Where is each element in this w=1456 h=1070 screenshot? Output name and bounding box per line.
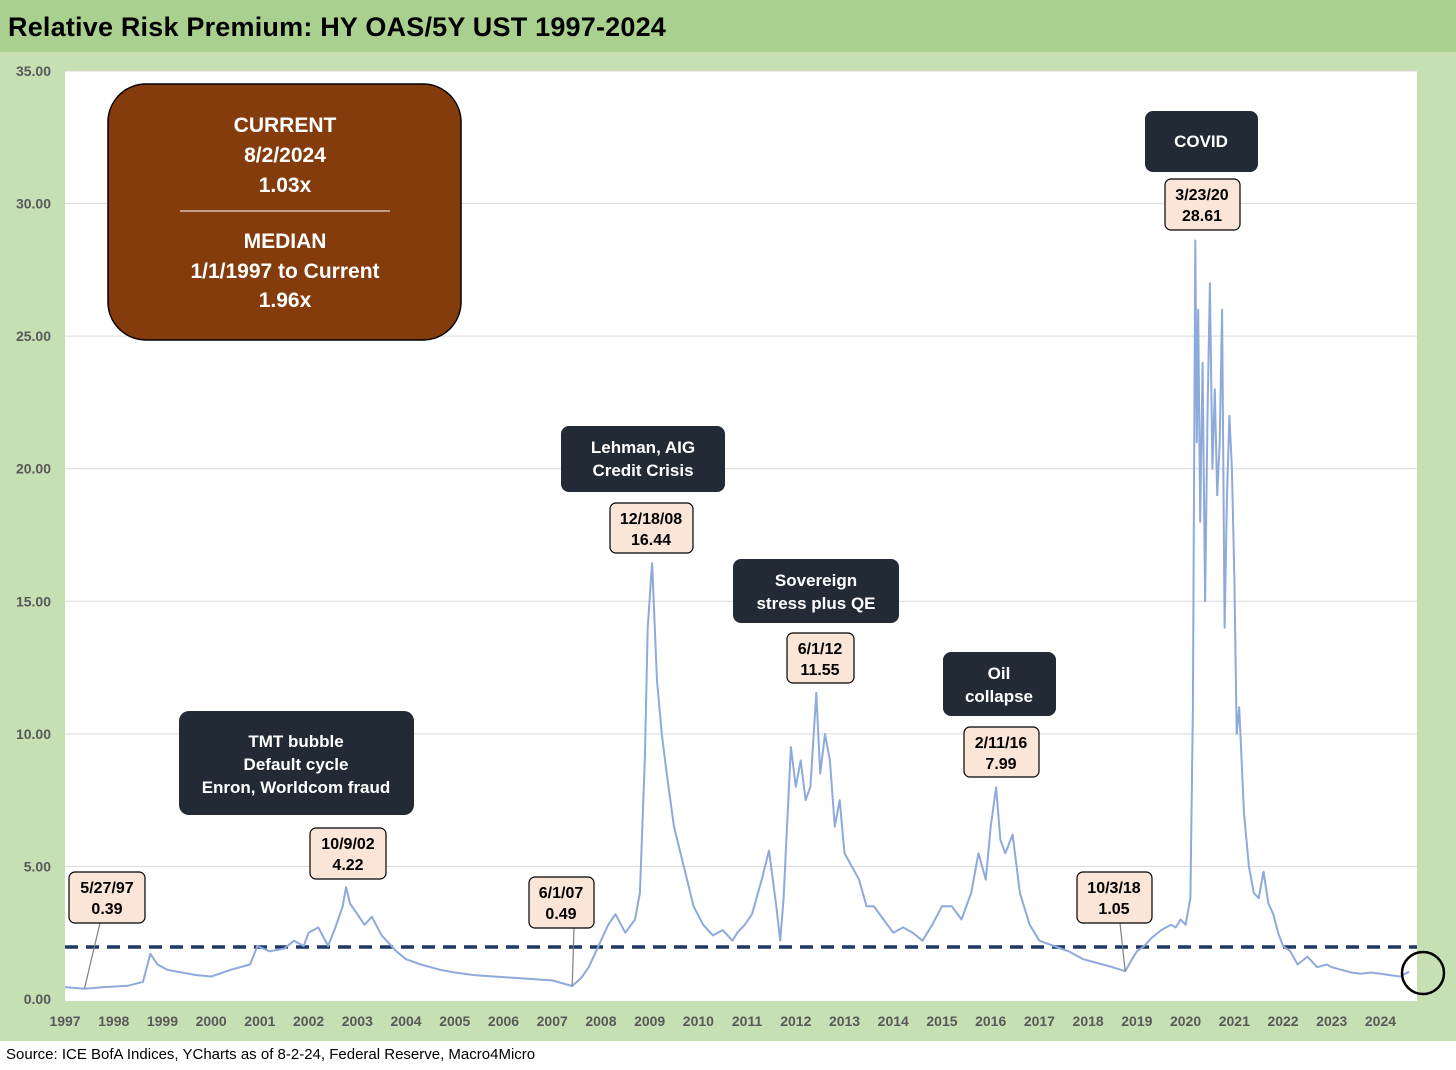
callout-2018-date: 10/3/18 (1087, 880, 1140, 897)
median-value: 1.96x (259, 289, 312, 312)
callout-2008-value: 16.44 (631, 532, 671, 549)
event-lehman: Lehman, AIG Credit Crisis (561, 426, 725, 492)
y-axis: 0.00 5.00 10.00 15.00 20.00 25.00 30.00 35.00 (16, 63, 51, 1007)
event-oil: Oil collapse (943, 652, 1056, 716)
callout-2007-date: 6/1/07 (539, 885, 584, 902)
annotation-leader-lines (83, 922, 1126, 989)
callout-2002-date: 10/9/02 (321, 836, 374, 853)
event-tmt-line2: Default cycle (244, 755, 349, 774)
x-tick-label: 2024 (1365, 1013, 1396, 1029)
callout-2018-value: 1.05 (1098, 901, 1129, 918)
y-tick-label: 0.00 (24, 991, 51, 1007)
x-tick-label: 2012 (780, 1013, 811, 1029)
y-tick-label: 10.00 (16, 726, 51, 742)
footer: Source: ICE BofA Indices, YCharts as of … (0, 1041, 1456, 1070)
x-tick-label: 2008 (585, 1013, 616, 1029)
current-median-box: CURRENT 8/2/2024 1.03x MEDIAN 1/1/1997 t… (107, 83, 462, 341)
callout-2012-value: 11.55 (800, 662, 839, 679)
x-tick-label: 2005 (439, 1013, 470, 1029)
title-bar: Relative Risk Premium: HY OAS/5Y UST 199… (0, 0, 1456, 52)
x-tick-label: 2023 (1316, 1013, 1347, 1029)
x-tick-label: 2007 (537, 1013, 568, 1029)
callout-2007: 6/1/07 0.49 (528, 876, 595, 929)
source-note: Source: ICE BofA Indices, YCharts as of … (6, 1046, 536, 1063)
median-period: 1/1/1997 to Current (190, 260, 379, 283)
x-tick-label: 2002 (293, 1013, 324, 1029)
x-tick-label: 2003 (342, 1013, 373, 1029)
callout-2016-value: 7.99 (985, 756, 1016, 773)
median-label: MEDIAN (244, 230, 327, 253)
x-tick-label: 2021 (1219, 1013, 1250, 1029)
event-covid: COVID (1145, 111, 1258, 172)
event-tmt-line1: TMT bubble (248, 732, 343, 751)
chart-title: Relative Risk Premium: HY OAS/5Y UST 199… (8, 12, 667, 42)
y-tick-label: 25.00 (16, 328, 51, 344)
x-tick-label: 2011 (732, 1013, 763, 1029)
callout-2016: 2/11/16 7.99 (963, 726, 1040, 778)
current-label: CURRENT (234, 114, 337, 137)
series-line-hy-oas-5y-ust (64, 239, 1410, 990)
current-point-circle (1400, 950, 1446, 996)
x-tick-label: 2014 (878, 1013, 909, 1029)
x-tick-label: 1997 (49, 1013, 80, 1029)
x-tick-label: 2015 (926, 1013, 957, 1029)
x-tick-label: 2001 (244, 1013, 275, 1029)
callout-2002-value: 4.22 (332, 857, 363, 874)
event-covid-line1: COVID (1174, 132, 1228, 151)
callout-2020: 3/23/20 28.61 (1164, 178, 1241, 231)
x-tick-label: 2006 (488, 1013, 519, 1029)
callout-1997-date: 5/27/97 (80, 880, 133, 897)
x-tick-label: 2004 (390, 1013, 421, 1029)
x-axis: 1997 1998 1999 2000 2001 2002 2003 2004 2005 2006… (49, 1013, 1396, 1029)
x-tick-label: 1998 (98, 1013, 129, 1029)
x-tick-label: 2013 (829, 1013, 860, 1029)
callout-2018: 10/3/18 1.05 (1076, 871, 1153, 924)
leader-line (1119, 922, 1126, 972)
y-tick-label: 5.00 (24, 858, 51, 874)
event-sovereign: Sovereign stress plus QE (733, 559, 899, 623)
callout-2012: 6/1/12 11.55 (786, 632, 855, 684)
event-sovereign-line1: Sovereign (775, 571, 857, 590)
x-tick-label: 2009 (634, 1013, 665, 1029)
callout-2008: 12/18/08 16.44 (609, 502, 694, 554)
callout-1997: 5/27/97 0.39 (68, 871, 146, 924)
callout-2020-date: 3/23/20 (1175, 187, 1228, 204)
y-tick-label: 20.00 (16, 461, 51, 477)
x-tick-label: 2017 (1024, 1013, 1055, 1029)
callout-2007-value: 0.49 (545, 906, 576, 923)
y-tick-label: 15.00 (16, 593, 51, 609)
current-value: 1.03x (259, 174, 312, 197)
callout-2002: 10/9/02 4.22 (309, 827, 387, 880)
leader-line (571, 927, 575, 987)
x-tick-label: 2019 (1121, 1013, 1152, 1029)
current-date: 8/2/2024 (244, 144, 326, 167)
leader-line (83, 922, 101, 989)
event-sovereign-line2: stress plus QE (756, 594, 875, 613)
callout-2020-value: 28.61 (1182, 208, 1222, 225)
x-tick-label: 2020 (1170, 1013, 1201, 1029)
x-tick-label: 2016 (975, 1013, 1006, 1029)
callout-2012-date: 6/1/12 (798, 641, 843, 658)
callout-2016-date: 2/11/16 (975, 735, 1028, 752)
x-tick-label: 2000 (196, 1013, 227, 1029)
y-tick-label: 35.00 (16, 63, 51, 79)
x-tick-label: 2010 (683, 1013, 714, 1029)
callout-2008-date: 12/18/08 (620, 511, 682, 528)
event-lehman-line2: Credit Crisis (592, 461, 693, 480)
event-oil-line2: collapse (965, 687, 1033, 706)
event-lehman-line1: Lehman, AIG (591, 438, 695, 457)
x-tick-label: 1999 (147, 1013, 178, 1029)
y-tick-label: 30.00 (16, 196, 51, 212)
x-tick-label: 2018 (1073, 1013, 1104, 1029)
event-tmt-line3: Enron, Worldcom fraud (202, 778, 391, 797)
event-tmt: TMT bubble Default cycle Enron, Worldcom… (179, 711, 414, 815)
event-oil-line1: Oil (988, 664, 1011, 683)
callout-1997-value: 0.39 (91, 901, 122, 918)
x-tick-label: 2022 (1267, 1013, 1298, 1029)
